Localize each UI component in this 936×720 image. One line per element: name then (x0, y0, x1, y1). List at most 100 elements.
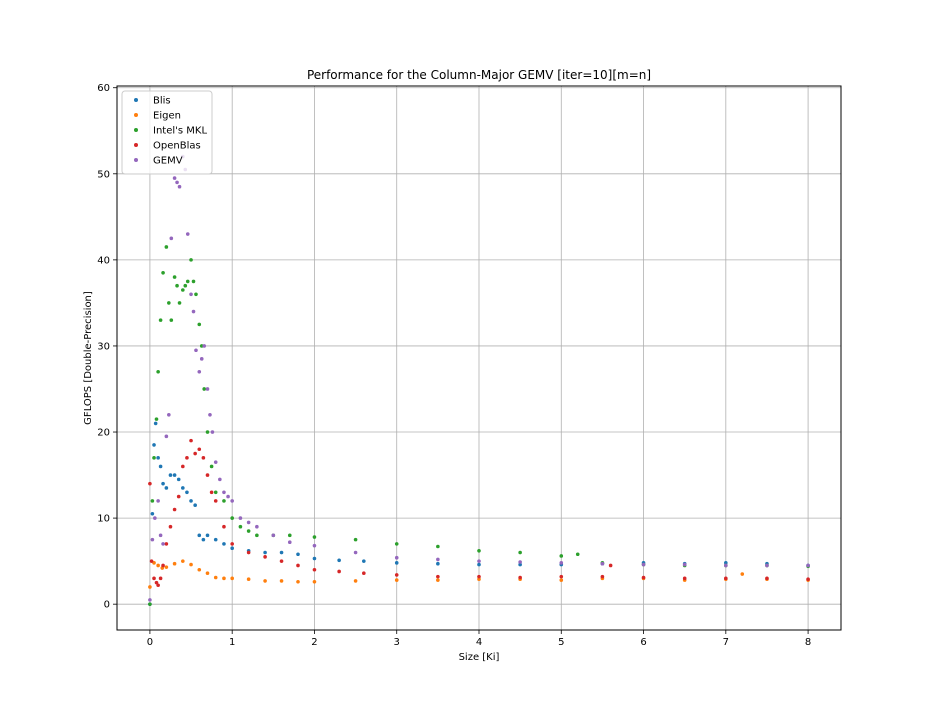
data-point (191, 279, 196, 284)
data-point (148, 598, 152, 602)
data-point (222, 490, 226, 495)
data-point (394, 555, 399, 560)
data-point (164, 434, 169, 439)
data-point (682, 576, 687, 581)
data-point (161, 563, 165, 568)
data-point (600, 561, 605, 566)
data-point (181, 464, 185, 469)
data-point (559, 554, 564, 558)
data-point (183, 283, 188, 288)
data-point (189, 438, 193, 443)
data-point (161, 481, 165, 486)
data-point (189, 499, 193, 503)
x-tick-label: 7 (723, 637, 729, 648)
data-point (806, 577, 810, 582)
data-point (197, 369, 202, 374)
data-point (150, 537, 155, 542)
legend-label: Blis (153, 96, 171, 107)
y-axis-title: GFLOPS [Double-Precision] (83, 291, 94, 425)
chart-title: Performance for the Column-Major GEMV [i… (307, 68, 651, 82)
series-2 (148, 245, 810, 606)
data-point (189, 562, 193, 567)
y-tick-label: 10 (97, 514, 110, 525)
legend-marker (134, 98, 138, 102)
data-point (152, 443, 156, 447)
data-point (156, 499, 160, 503)
legend-marker (134, 158, 138, 162)
data-point (477, 549, 481, 553)
data-point (362, 559, 366, 563)
data-point (296, 552, 300, 557)
data-point (682, 562, 687, 567)
data-point (213, 575, 218, 580)
data-point (189, 292, 193, 297)
data-point (148, 481, 152, 486)
data-point (559, 561, 564, 565)
data-point (194, 348, 198, 353)
data-point (724, 576, 728, 581)
data-point (296, 563, 300, 568)
data-point (724, 561, 728, 565)
legend-label: Intel's MKL (153, 126, 207, 137)
data-point (518, 562, 522, 567)
data-point (246, 520, 251, 525)
data-point (148, 602, 152, 606)
data-point (600, 574, 605, 579)
data-point (218, 477, 222, 482)
data-point (193, 451, 197, 456)
data-point (394, 578, 399, 582)
data-point (199, 344, 204, 348)
data-point (164, 565, 169, 569)
data-point (210, 430, 215, 434)
data-point (263, 555, 267, 559)
data-point (205, 430, 210, 434)
data-point (172, 473, 177, 477)
data-point (263, 550, 267, 555)
data-point (436, 574, 440, 579)
data-point (205, 387, 210, 391)
data-points (148, 154, 810, 606)
data-point (199, 357, 204, 361)
data-point (197, 567, 202, 572)
data-point (201, 537, 206, 542)
data-point (724, 563, 728, 568)
data-point (176, 494, 181, 499)
data-point (161, 270, 165, 275)
data-point (150, 499, 155, 503)
data-point (222, 524, 226, 529)
data-point (152, 576, 156, 581)
data-point (477, 562, 481, 567)
data-point (154, 580, 159, 585)
data-point (246, 577, 251, 582)
data-point (230, 542, 234, 546)
data-point (213, 460, 218, 464)
data-point (164, 245, 169, 249)
data-point (477, 559, 481, 563)
data-point (169, 236, 174, 241)
y-tick-label: 0 (104, 600, 110, 611)
y-tick-label: 30 (97, 341, 110, 352)
x-tick-label: 6 (640, 637, 646, 648)
axis-ticks: 0 1 2 3 4 5 6 7 8 0 10 20 30 40 50 60 (97, 83, 811, 648)
data-point (161, 542, 165, 546)
data-point (312, 579, 317, 584)
data-point (164, 486, 169, 490)
data-point (477, 574, 481, 579)
y-tick-label: 40 (97, 255, 110, 266)
data-point (518, 575, 522, 580)
data-point (175, 283, 179, 288)
data-point (194, 292, 198, 297)
data-point (353, 537, 358, 542)
data-point (175, 180, 179, 185)
data-point (197, 447, 202, 452)
data-point (164, 542, 169, 546)
data-point (394, 561, 399, 565)
data-point (185, 490, 189, 495)
data-point (740, 572, 745, 576)
data-point (608, 563, 613, 568)
data-point (152, 456, 156, 460)
data-point (202, 387, 207, 391)
x-tick-label: 2 (311, 637, 317, 648)
data-point (246, 550, 251, 555)
data-point (181, 486, 185, 490)
